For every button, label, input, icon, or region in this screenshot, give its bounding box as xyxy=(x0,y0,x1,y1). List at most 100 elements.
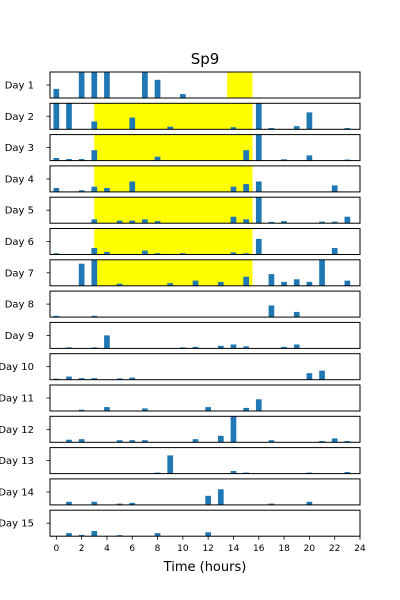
row-label: Day 10 xyxy=(0,362,34,373)
bar xyxy=(306,373,313,380)
day-row: Day 2 xyxy=(5,102,361,130)
bar xyxy=(230,416,237,443)
bar xyxy=(306,472,313,474)
x-tick-label: 20 xyxy=(304,544,316,554)
day-row: Day 6 xyxy=(5,228,361,255)
bar xyxy=(142,72,148,98)
day-row: Day 11 xyxy=(0,384,361,412)
bar xyxy=(344,280,351,286)
bar xyxy=(66,376,72,380)
bar xyxy=(281,346,287,349)
bar xyxy=(243,472,249,474)
bar xyxy=(129,502,136,505)
bar xyxy=(230,344,237,349)
bar xyxy=(243,150,249,161)
x-tick-label: 14 xyxy=(228,544,240,554)
bar xyxy=(344,128,351,130)
x-tick-label: 18 xyxy=(278,544,290,554)
highlight-band xyxy=(94,259,253,286)
x-tick-label: 12 xyxy=(202,544,213,554)
bar xyxy=(116,503,123,505)
bar xyxy=(255,103,262,130)
bar xyxy=(78,190,85,192)
x-tick-label: 8 xyxy=(155,544,161,554)
bar xyxy=(66,103,72,130)
row-frame xyxy=(49,321,361,349)
bar xyxy=(344,159,351,161)
bar xyxy=(154,533,161,537)
bar xyxy=(116,220,123,224)
bar xyxy=(331,438,338,443)
bar xyxy=(116,283,123,286)
bar xyxy=(293,279,300,286)
row-label: Day 7 xyxy=(5,268,34,279)
day-row: Day 5 xyxy=(5,196,361,224)
row-frame xyxy=(49,415,361,443)
bar xyxy=(104,335,110,349)
row-label: Day 1 xyxy=(5,81,34,92)
row-frame xyxy=(49,353,361,381)
row-label: Day 4 xyxy=(5,174,34,185)
bar xyxy=(281,221,287,224)
bar xyxy=(319,259,325,286)
x-tick-label: 10 xyxy=(177,544,189,554)
bar xyxy=(78,534,85,537)
row-label: Day 13 xyxy=(0,456,34,467)
x-tick-label: 24 xyxy=(354,544,366,554)
bar xyxy=(344,472,351,474)
bar xyxy=(230,252,237,255)
bar xyxy=(78,263,85,286)
day-row: Day 8 xyxy=(5,290,361,318)
bar xyxy=(167,126,174,130)
bar xyxy=(268,274,275,286)
bar xyxy=(91,501,98,505)
bar xyxy=(91,121,98,130)
row-label: Day 12 xyxy=(0,425,34,436)
bar xyxy=(91,219,98,224)
bar xyxy=(167,283,174,286)
bar xyxy=(306,281,313,286)
bar xyxy=(66,159,72,161)
bar xyxy=(205,532,212,537)
bar xyxy=(91,72,98,98)
bar xyxy=(116,440,123,443)
bar xyxy=(154,221,161,224)
row-frame xyxy=(49,478,361,506)
row-label: Day 8 xyxy=(5,300,34,311)
day-row: Day 10 xyxy=(0,353,361,381)
bar xyxy=(192,439,199,443)
bar xyxy=(268,221,275,224)
bar xyxy=(104,407,110,411)
bar xyxy=(104,72,110,98)
chart-title: Sp9 xyxy=(191,50,220,68)
bar xyxy=(255,134,262,161)
bar xyxy=(142,408,148,411)
bar xyxy=(205,495,212,505)
highlight-band xyxy=(94,103,253,130)
day-row: Day 7 xyxy=(5,259,361,287)
bar xyxy=(319,441,325,443)
bar xyxy=(66,439,72,443)
highlight-band xyxy=(94,134,253,161)
bar xyxy=(78,409,85,411)
bar xyxy=(66,347,72,349)
bar xyxy=(129,440,136,443)
bar xyxy=(53,88,60,98)
row-label: Day 2 xyxy=(5,112,34,123)
bar xyxy=(142,219,148,224)
bar xyxy=(281,281,287,286)
bar xyxy=(53,188,60,192)
bar xyxy=(192,346,199,349)
x-axis-label: Time (hours) xyxy=(163,560,247,575)
highlight-band xyxy=(94,165,253,192)
bar xyxy=(91,259,98,286)
x-tick-label: 4 xyxy=(104,544,110,554)
row-frame xyxy=(49,384,361,412)
x-tick-label: 22 xyxy=(329,544,340,554)
x-tick-label: 2 xyxy=(79,544,85,554)
bar xyxy=(243,184,249,192)
highlight-band xyxy=(94,197,253,224)
bar xyxy=(154,79,161,98)
bar xyxy=(344,216,351,224)
